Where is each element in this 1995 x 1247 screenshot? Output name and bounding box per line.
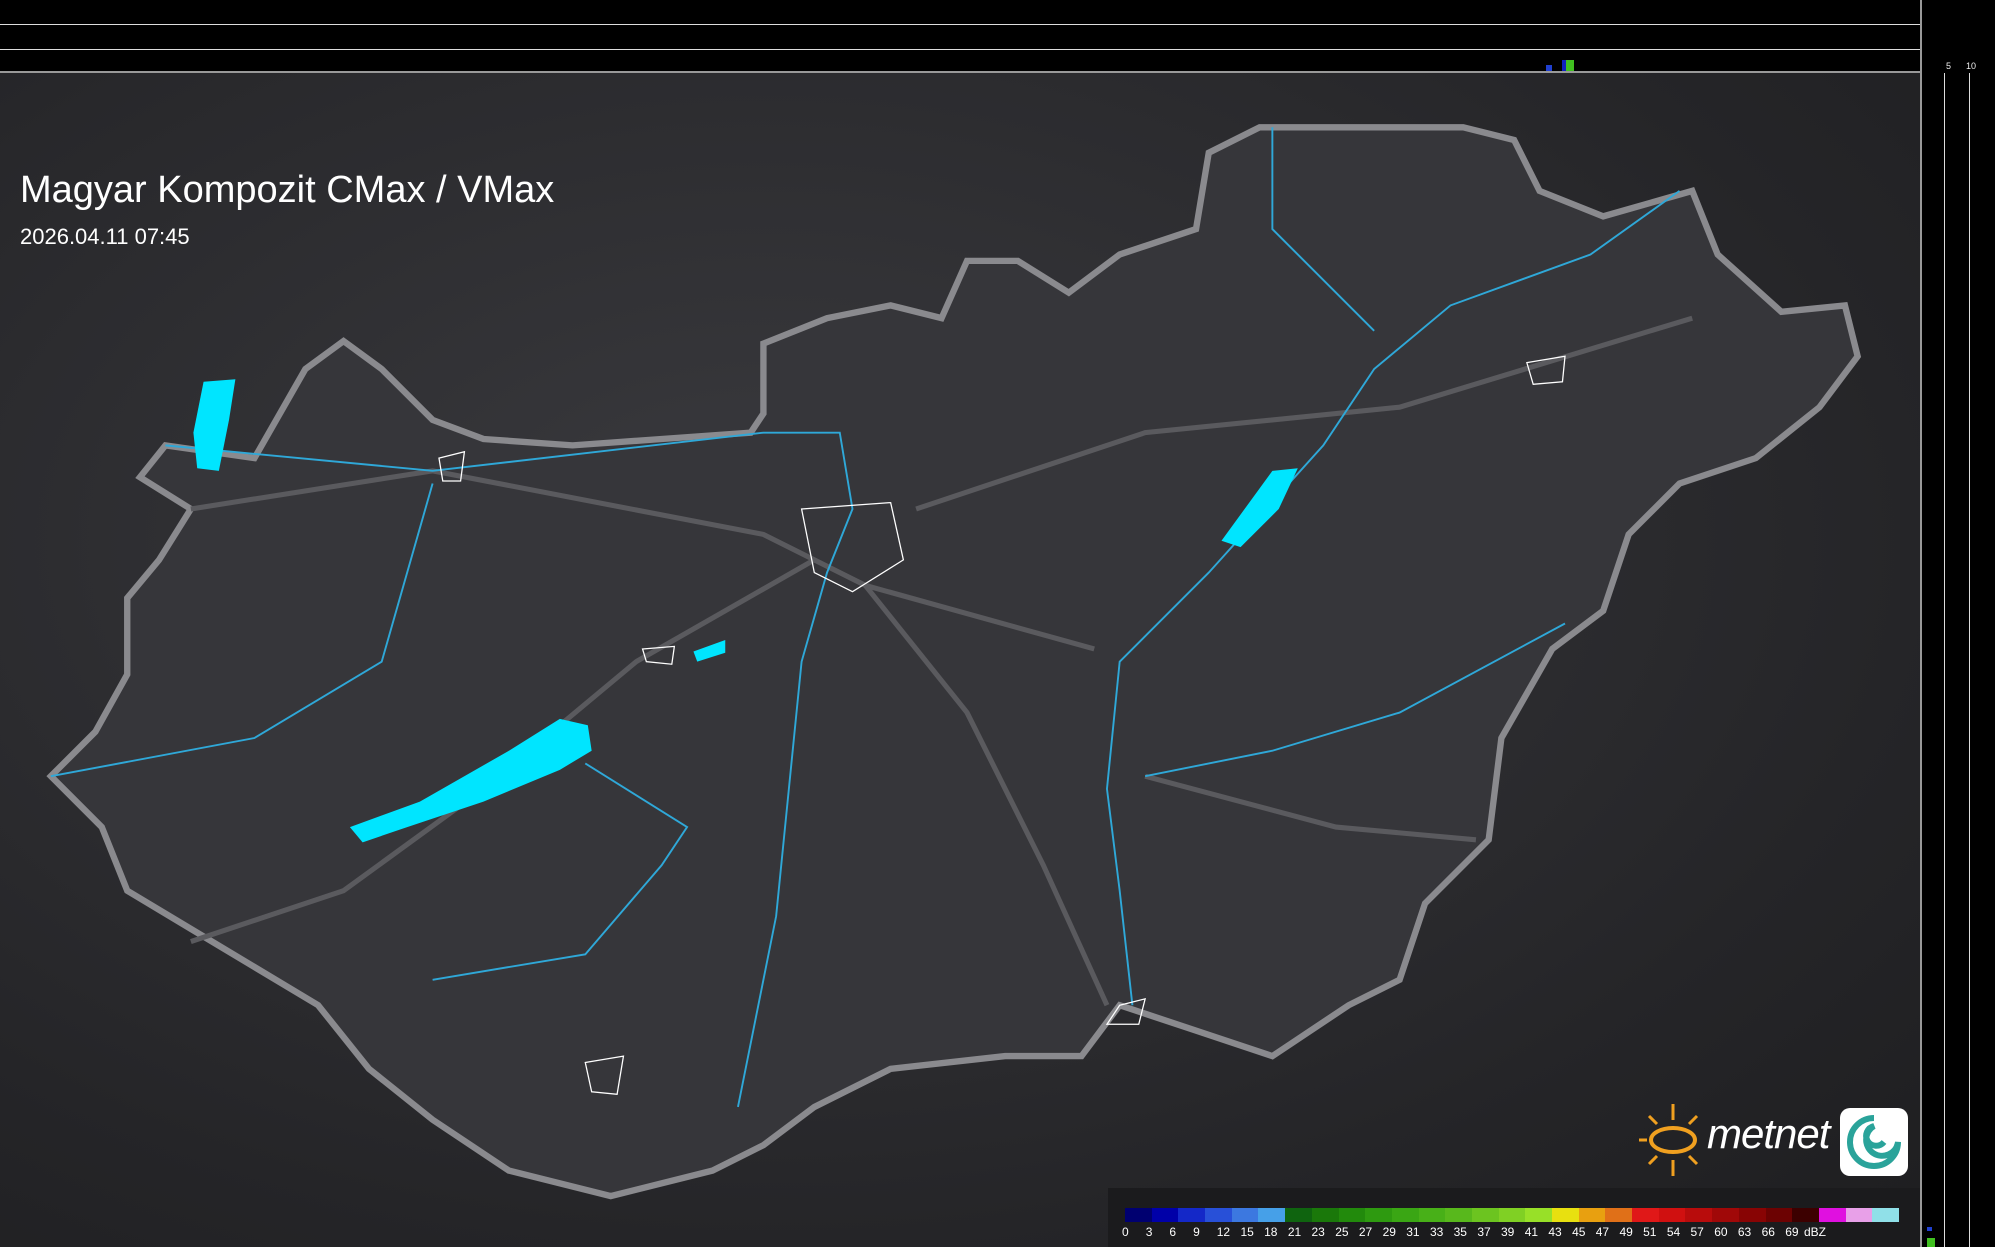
top-profile-panel: 10 5	[0, 0, 1934, 73]
profile-bar	[1927, 1238, 1935, 1247]
right-profile-panel: 5 10	[1920, 0, 1995, 1247]
legend-swatch	[1765, 1208, 1793, 1222]
legend-label: 47	[1595, 1225, 1610, 1239]
legend-label: 33	[1429, 1225, 1444, 1239]
legend-label: 29	[1382, 1225, 1396, 1239]
legend-swatch	[1151, 1208, 1179, 1222]
radar-map[interactable]: Magyar Kompozit CMax / VMax 2026.04.11 0…	[0, 73, 1920, 1247]
legend-swatch	[1712, 1208, 1739, 1222]
legend-swatch	[1338, 1208, 1366, 1222]
dbz-color-legend: 0 3 6 9 12 15 18 21 23 25 27 29 31 33 35 37 39 41 43 45 47 49…	[1108, 1188, 1920, 1247]
hungary-map	[46, 124, 1862, 1200]
legend-swatch	[1578, 1208, 1606, 1222]
gridline-5	[1944, 73, 1945, 1247]
logo-text: metnet	[1707, 1110, 1830, 1157]
legend-swatch	[1632, 1208, 1659, 1222]
legend-swatch	[1498, 1208, 1526, 1222]
legend-unit: dBZ	[1803, 1225, 1826, 1239]
legend-label: 43	[1548, 1225, 1562, 1239]
legend-swatch	[1525, 1208, 1552, 1222]
gridline-10	[1969, 73, 1970, 1247]
legend-label: 45	[1572, 1225, 1586, 1239]
settlements	[438, 355, 1566, 1095]
legend-swatch	[1205, 1208, 1232, 1222]
legend-label: 66	[1761, 1225, 1775, 1239]
legend-swatch	[1311, 1208, 1339, 1222]
legend-label: 39	[1501, 1225, 1515, 1239]
legend-label: 51	[1643, 1225, 1657, 1239]
legend-labels: 0 3 6 9 12 15 18 21 23 25 27 29 31 33 35 37 39 41 43 45 47 49…	[1122, 1225, 1826, 1239]
profile-bar	[1546, 65, 1552, 71]
legend-swatch	[1471, 1208, 1499, 1222]
profile-bar	[1566, 60, 1574, 71]
legend-label: 49	[1619, 1225, 1633, 1239]
legend-color-bar	[1125, 1208, 1899, 1222]
legend-label: 41	[1524, 1225, 1539, 1239]
legend-swatch	[1418, 1208, 1446, 1222]
profile-bar	[1927, 1227, 1932, 1231]
legend-label: 57	[1690, 1225, 1704, 1239]
legend-label: 12	[1216, 1225, 1231, 1239]
metnet-logo: metnet	[1635, 1100, 1915, 1180]
lake-balaton	[349, 718, 592, 843]
gridline-10	[0, 24, 1920, 25]
swirl-badge-icon	[1840, 1108, 1908, 1176]
legend-swatch	[1125, 1208, 1152, 1222]
legend-label: 3	[1145, 1225, 1153, 1239]
axis-label: 5	[1946, 61, 1952, 71]
map-timestamp: 2026.04.11 07:45	[20, 224, 190, 249]
lake-neusiedl	[193, 379, 236, 471]
legend-swatch	[1658, 1208, 1686, 1222]
legend-label: 21	[1287, 1225, 1302, 1239]
legend-swatch	[1818, 1208, 1846, 1222]
legend-label: 9	[1193, 1225, 1200, 1239]
legend-label: 35	[1453, 1225, 1467, 1239]
legend-swatch	[1365, 1208, 1392, 1222]
legend-label: 31	[1406, 1225, 1420, 1239]
legend-label: 15	[1240, 1225, 1254, 1239]
legend-label: 18	[1264, 1225, 1278, 1239]
legend-swatch	[1792, 1208, 1819, 1222]
axis-label: 10	[1966, 61, 1977, 71]
gridline-5	[0, 49, 1920, 50]
legend-label: 23	[1311, 1225, 1325, 1239]
roads	[190, 315, 1693, 1007]
profile-bar	[1562, 60, 1566, 71]
legend-label: 63	[1737, 1225, 1752, 1239]
legend-label: 25	[1335, 1225, 1349, 1239]
legend-label: 6	[1169, 1225, 1177, 1239]
legend-swatch	[1178, 1208, 1206, 1222]
legend-label: 54	[1666, 1225, 1681, 1239]
legend-swatch	[1605, 1208, 1633, 1222]
legend-label: 37	[1477, 1225, 1491, 1239]
legend-swatch	[1872, 1208, 1899, 1222]
sun-icon	[1639, 1104, 1699, 1176]
legend-swatch	[1285, 1208, 1312, 1222]
map-title: Magyar Kompozit CMax / VMax	[20, 169, 555, 211]
legend-swatch	[1445, 1208, 1472, 1222]
legend-swatch	[1258, 1208, 1286, 1222]
legend-swatch	[1845, 1208, 1873, 1222]
lake-velence	[693, 640, 726, 662]
legend-swatch	[1685, 1208, 1713, 1222]
country-outline	[46, 124, 1862, 1200]
legend-label: 69	[1785, 1225, 1799, 1239]
legend-label: 0	[1122, 1225, 1129, 1239]
legend-swatch	[1738, 1208, 1766, 1222]
legend-label: 27	[1358, 1225, 1373, 1239]
legend-swatch	[1552, 1208, 1579, 1222]
legend-swatch	[1391, 1208, 1419, 1222]
lake-tisza	[1221, 468, 1298, 548]
legend-swatch	[1231, 1208, 1259, 1222]
legend-label: 60	[1714, 1225, 1728, 1239]
